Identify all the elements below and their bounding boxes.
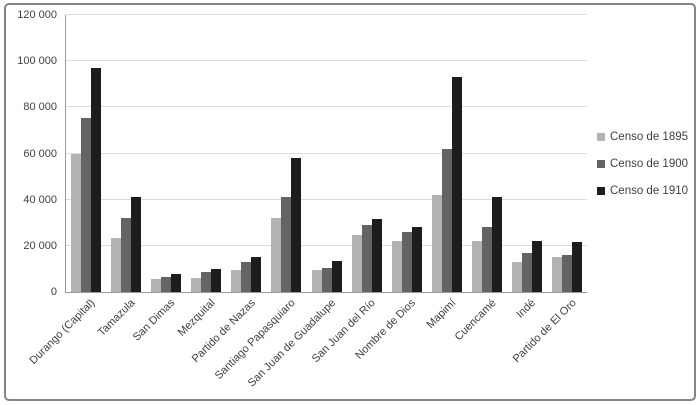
bar xyxy=(71,153,82,292)
y-axis-tick-label: 60 000 xyxy=(23,147,57,160)
bar xyxy=(401,231,412,292)
x-axis-category-label: Indé xyxy=(514,297,539,321)
bar xyxy=(531,241,542,292)
bar xyxy=(191,278,202,292)
bar xyxy=(391,241,402,292)
legend-label: Censo de 1895 xyxy=(610,131,689,143)
bar xyxy=(481,227,492,292)
bar xyxy=(91,68,102,292)
bar xyxy=(271,218,282,292)
y-axis-tick-label: 20 000 xyxy=(23,239,57,252)
gridline xyxy=(66,198,587,200)
y-axis-tick-label: 100 000 xyxy=(17,55,57,68)
y-axis-tick-label: 80 000 xyxy=(23,101,57,114)
bar xyxy=(241,262,252,292)
bar xyxy=(281,197,292,292)
bar xyxy=(121,218,132,292)
legend-label: Censo de 1900 xyxy=(610,158,689,170)
bar xyxy=(201,272,212,292)
x-axis-category-label: San Dimas xyxy=(131,297,178,344)
bar xyxy=(561,255,572,292)
bar xyxy=(81,117,92,292)
bar xyxy=(571,242,582,292)
bar xyxy=(431,195,442,292)
bar xyxy=(251,257,262,292)
legend-item: Censo de 1910 xyxy=(597,185,697,197)
bar xyxy=(151,279,162,292)
bar xyxy=(211,268,222,292)
bar xyxy=(361,225,372,292)
bar xyxy=(551,257,562,292)
legend-swatch-icon xyxy=(597,160,605,168)
y-axis-tick-label: 40 000 xyxy=(23,193,57,206)
bar xyxy=(111,237,122,292)
gridline xyxy=(66,106,587,108)
gridline xyxy=(66,14,587,15)
bar xyxy=(411,227,422,292)
x-axis-category-label: Mapimí xyxy=(424,297,459,331)
gridline xyxy=(66,244,587,246)
bar xyxy=(131,197,142,292)
y-axis-tick-label: 0 xyxy=(50,286,57,298)
gridline xyxy=(66,60,587,62)
x-axis-category-label: Durango (Capital) xyxy=(27,297,98,367)
bar xyxy=(331,260,342,292)
legend-swatch-icon xyxy=(597,187,605,195)
bar xyxy=(321,267,332,292)
bar xyxy=(171,273,182,292)
legend-item: Censo de 1900 xyxy=(597,158,697,170)
bar xyxy=(511,262,522,292)
legend-label: Censo de 1910 xyxy=(610,185,689,197)
bar xyxy=(441,148,452,292)
legend: Censo de 1895 Censo de 1900 Censo de 191… xyxy=(597,131,697,212)
bar xyxy=(231,270,242,292)
legend-swatch-icon xyxy=(597,133,605,141)
bar xyxy=(351,235,362,292)
x-axis-category-label: Mezquital xyxy=(175,297,218,339)
bar xyxy=(311,270,322,292)
gridline xyxy=(66,152,587,154)
bar xyxy=(521,252,532,292)
bar xyxy=(451,77,462,292)
x-axis-category-label: Cuencamé xyxy=(452,297,499,344)
bar xyxy=(371,219,382,292)
bar xyxy=(161,277,172,292)
legend-item: Censo de 1895 xyxy=(597,131,697,143)
y-axis-tick-label: 120 000 xyxy=(17,9,57,21)
bar xyxy=(291,158,302,292)
plot-area xyxy=(65,14,587,293)
bar xyxy=(491,197,502,292)
bar xyxy=(471,241,482,292)
